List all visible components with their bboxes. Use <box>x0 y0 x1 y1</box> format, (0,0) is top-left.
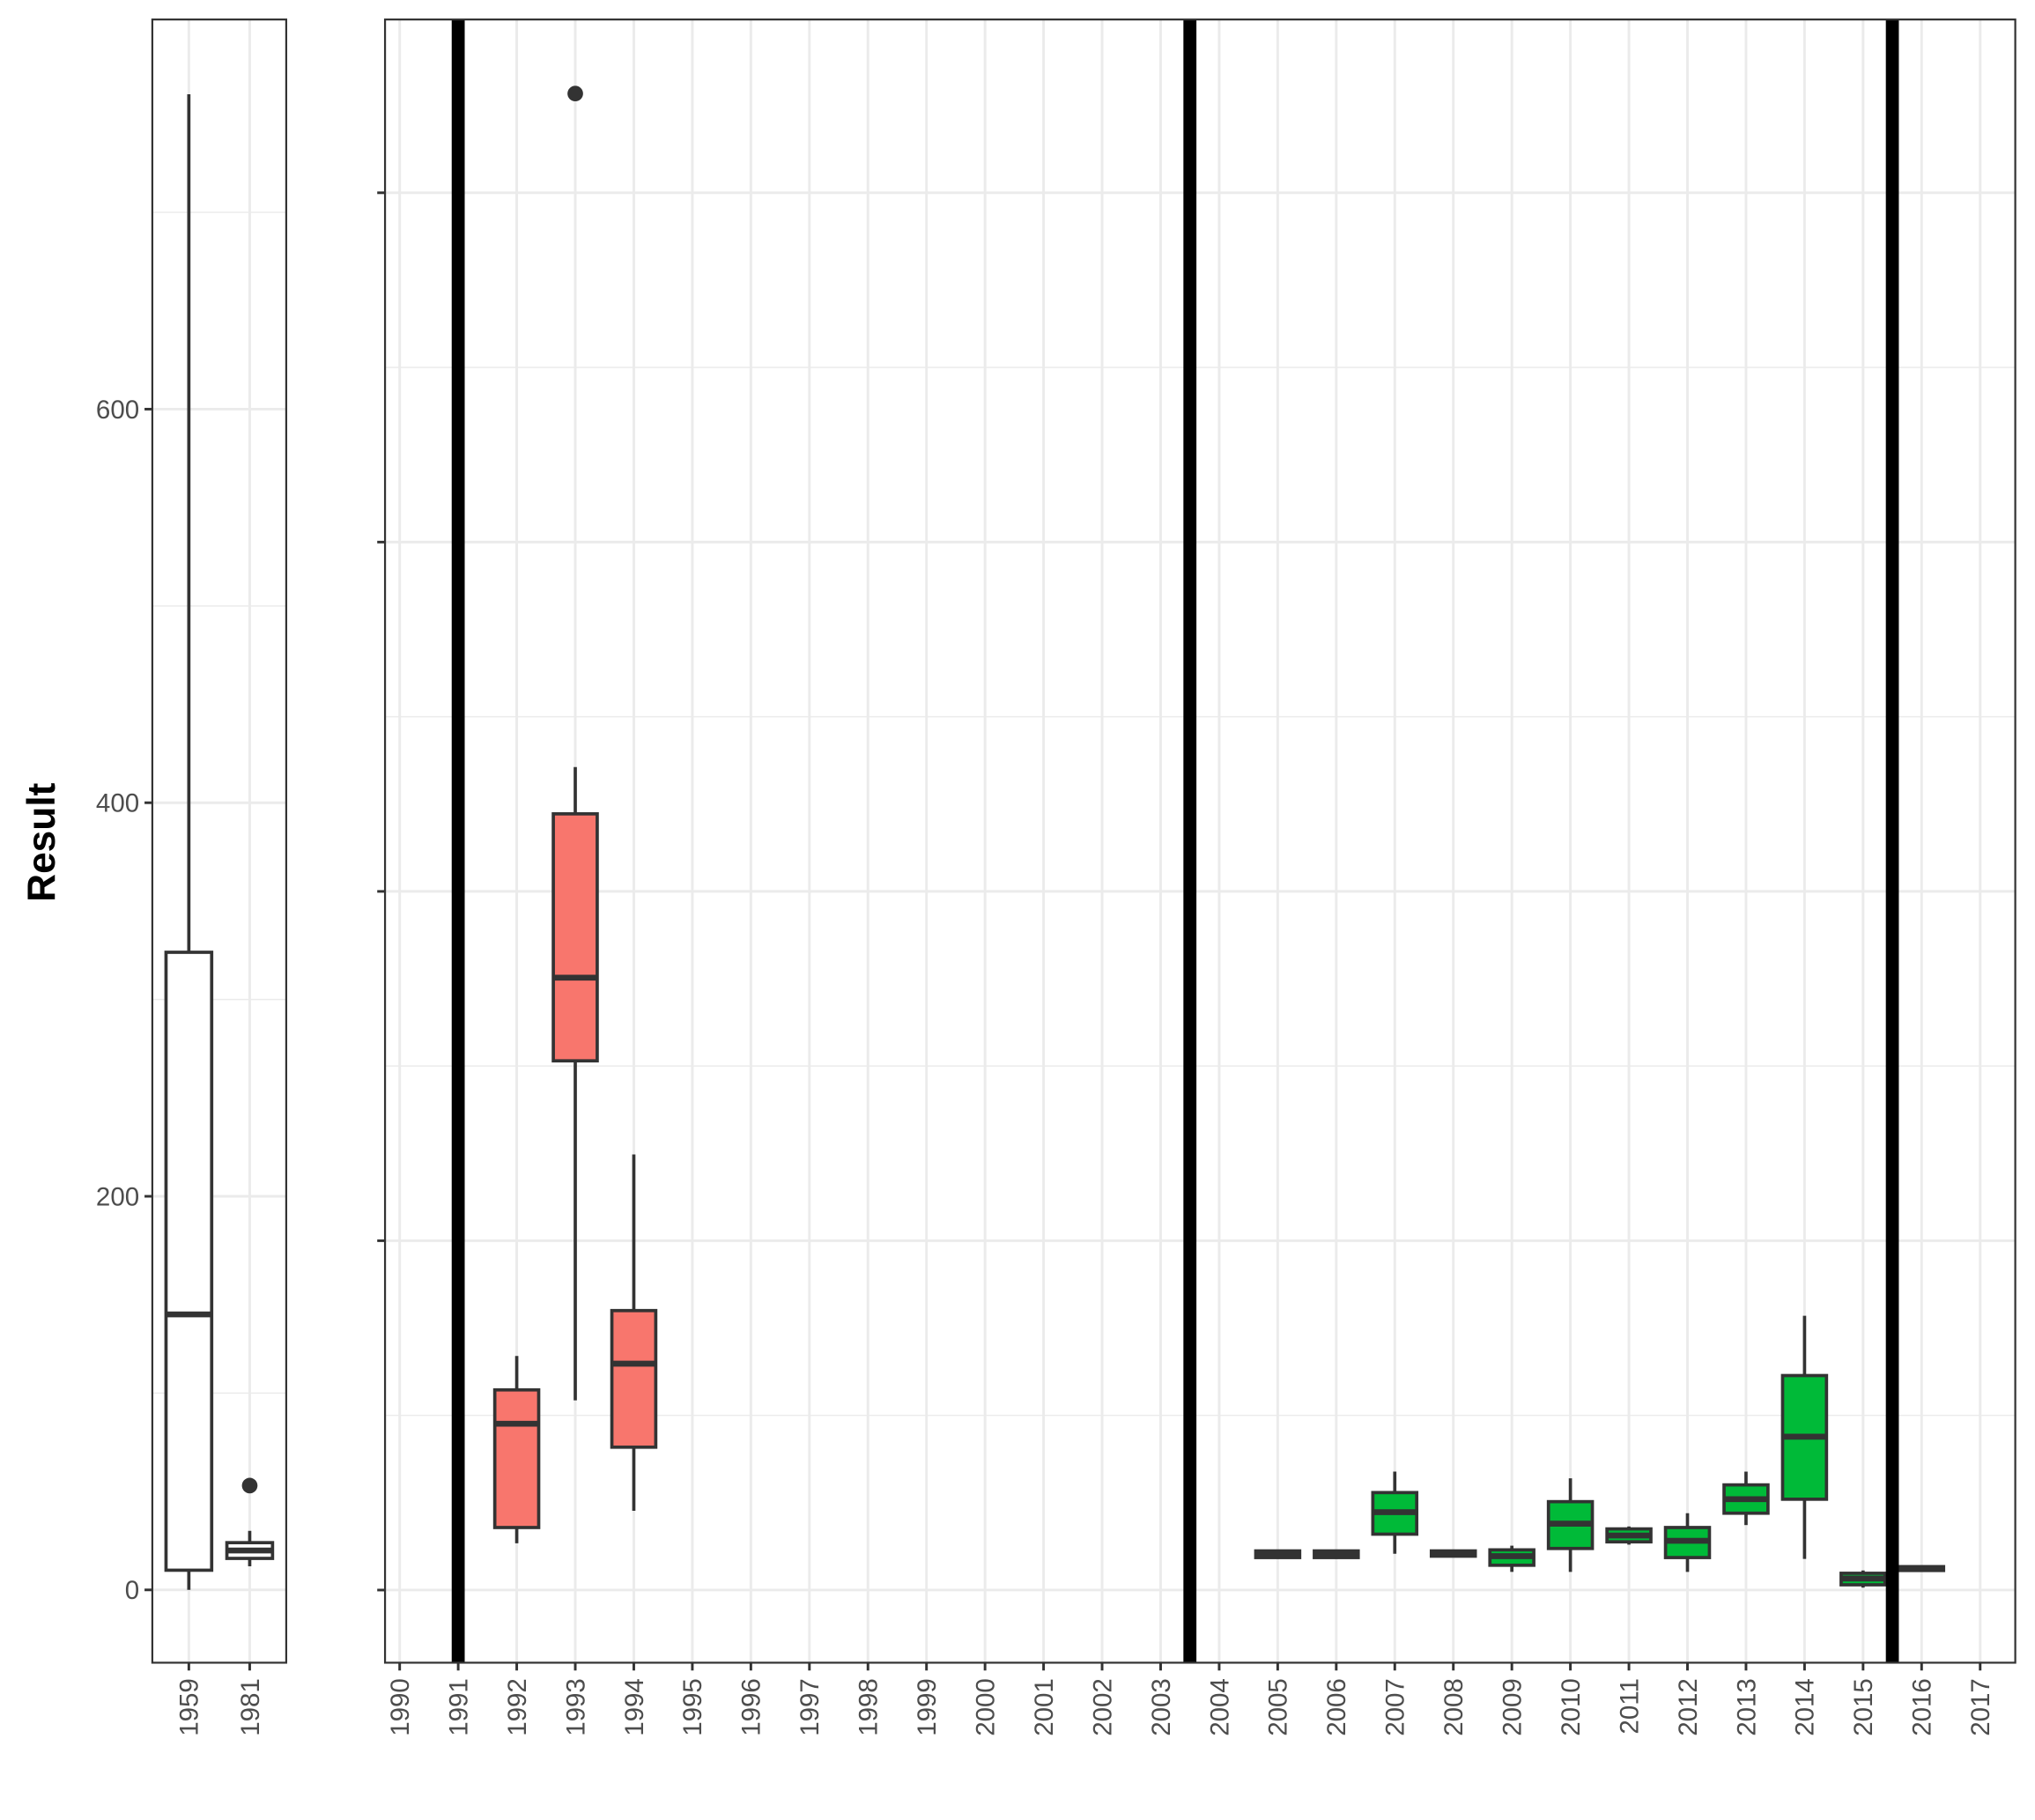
x-tick-label: 2011 <box>1615 1678 1644 1734</box>
x-tick-label: 2017 <box>1966 1678 1995 1736</box>
x-tick-label: 1981 <box>236 1678 265 1736</box>
box-body <box>492 1387 541 1529</box>
panel-border <box>151 18 288 1664</box>
box-body <box>164 951 214 1572</box>
x-tick-label: 2007 <box>1381 1678 1410 1736</box>
x-tick-label: 1959 <box>175 1678 204 1736</box>
x-tick-label: 2013 <box>1732 1678 1761 1736</box>
x-tick-label: 1995 <box>678 1678 707 1736</box>
box-outlier <box>241 1477 258 1494</box>
y-tick-label: 0 <box>125 1576 139 1605</box>
x-tick-label: 2000 <box>971 1678 1000 1736</box>
x-tick-label: 2003 <box>1147 1678 1176 1736</box>
x-tick-label: 1996 <box>737 1678 766 1736</box>
y-tick-label: 400 <box>96 789 139 818</box>
x-tick-label: 1992 <box>503 1678 532 1736</box>
x-tick-label: 2002 <box>1088 1678 1117 1736</box>
x-tick-label: 2005 <box>1264 1678 1293 1736</box>
x-tick-label: 1991 <box>444 1678 473 1736</box>
x-tick-label: 1997 <box>796 1678 825 1736</box>
box-body <box>610 1308 658 1449</box>
y-axis-title: Result <box>20 782 63 902</box>
x-tick-label: 2006 <box>1322 1678 1351 1736</box>
x-tick-label: 2008 <box>1439 1678 1469 1736</box>
x-tick-label: 1999 <box>913 1678 942 1736</box>
x-tick-label: 2015 <box>1849 1678 1878 1736</box>
y-tick-label: 200 <box>96 1182 139 1211</box>
x-tick-label: 2016 <box>1908 1678 1937 1736</box>
panel-border <box>383 18 2016 1664</box>
x-tick-label: 1993 <box>561 1678 590 1736</box>
x-tick-label: 1990 <box>386 1678 415 1736</box>
x-tick-label: 2001 <box>1030 1678 1059 1736</box>
x-tick-label: 2004 <box>1205 1678 1234 1736</box>
x-tick-label: 2012 <box>1674 1678 1703 1736</box>
x-tick-label: 2010 <box>1557 1678 1586 1736</box>
box-body <box>551 812 599 1063</box>
y-tick-label: 600 <box>96 396 139 425</box>
box-outlier <box>567 85 583 102</box>
x-tick-label: 1998 <box>855 1678 884 1736</box>
x-tick-label: 2014 <box>1791 1678 1820 1736</box>
x-tick-label: 1994 <box>620 1678 649 1736</box>
x-tick-label: 2009 <box>1498 1678 1527 1736</box>
